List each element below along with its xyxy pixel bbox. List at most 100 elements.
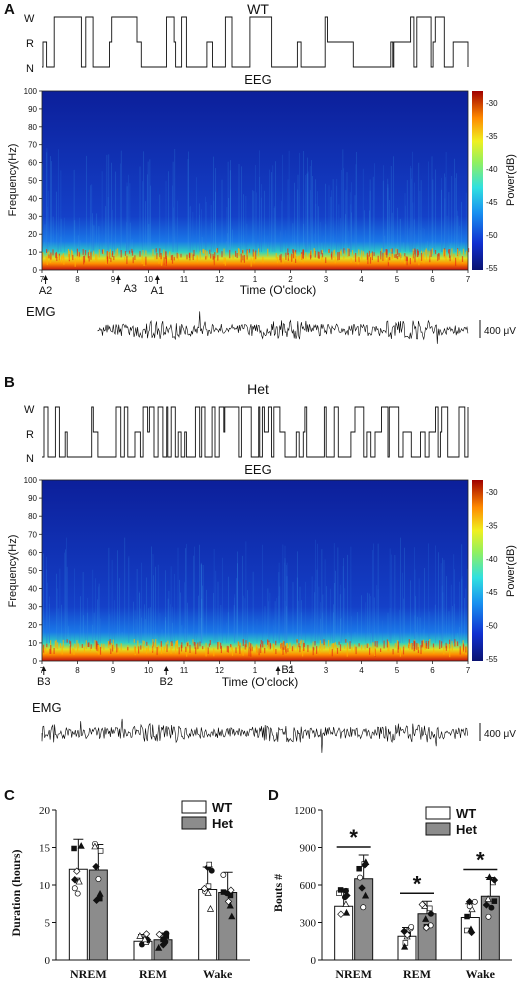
data-point bbox=[356, 865, 362, 872]
time-tick-label: 11 bbox=[180, 275, 189, 284]
data-point bbox=[403, 931, 412, 939]
time-tick-label: 7 bbox=[40, 275, 45, 284]
category-label: REM bbox=[139, 967, 167, 981]
legend-label-wt: WT bbox=[456, 806, 476, 821]
y-tick-label: 15 bbox=[39, 843, 51, 855]
x-axis-label-b: Time (O'clock) bbox=[222, 675, 299, 689]
marker-label: A1 bbox=[151, 285, 164, 297]
time-tick-label: 7 bbox=[466, 666, 471, 675]
time-tick-label: 1 bbox=[253, 666, 258, 675]
legend-label-het: Het bbox=[212, 816, 234, 831]
data-point bbox=[77, 842, 85, 849]
emg-trace-b bbox=[41, 718, 468, 753]
data-point bbox=[360, 904, 367, 911]
significance-marker: * bbox=[413, 871, 422, 896]
colorbar-tick-label: -50 bbox=[486, 231, 498, 240]
colorbar-ticks-a: -30 -35 -40 -45 -50 -55 bbox=[486, 99, 498, 273]
data-point bbox=[488, 904, 495, 911]
legend-label-het: Het bbox=[456, 822, 478, 837]
data-point bbox=[343, 891, 351, 900]
legend-label-wt: WT bbox=[212, 800, 232, 815]
state-label-nrem: N bbox=[26, 63, 34, 75]
legend-swatch-het bbox=[181, 816, 207, 830]
frequency-tick-label: 60 bbox=[28, 548, 37, 557]
data-point bbox=[206, 861, 212, 868]
data-point bbox=[204, 889, 212, 896]
time-tick-label: 4 bbox=[359, 666, 364, 675]
data-point bbox=[482, 901, 491, 909]
data-point bbox=[91, 842, 99, 850]
hypnogram-title-b: Het bbox=[247, 381, 269, 397]
frequency-tick-label: 80 bbox=[28, 512, 37, 521]
time-tick-label: 12 bbox=[215, 666, 224, 675]
panel-letter-d: D bbox=[268, 787, 279, 804]
time-tick-label: 5 bbox=[395, 666, 400, 675]
marker-label: A2 bbox=[39, 285, 52, 297]
colorbar-tick-label: -40 bbox=[486, 555, 498, 564]
data-point bbox=[465, 898, 474, 906]
hypnogram-b-state-labels: W R N bbox=[24, 404, 35, 465]
data-point bbox=[337, 910, 345, 918]
data-point bbox=[73, 867, 81, 875]
time-tick-label: 2 bbox=[288, 275, 293, 284]
colorbar-tick-label: -40 bbox=[486, 165, 498, 174]
category-label: Wake bbox=[466, 967, 496, 981]
colorbar-label-b: Power(dB) bbox=[505, 545, 517, 597]
data-point bbox=[142, 930, 151, 938]
data-point bbox=[342, 900, 350, 908]
y-tick-label: 0 bbox=[311, 955, 317, 967]
panel-c: C Duration (hours) 0 5 10 15 20 NREM REM Wake WT… bbox=[4, 787, 250, 981]
data-point bbox=[208, 867, 215, 874]
data-point bbox=[96, 889, 104, 897]
marker-arrow bbox=[41, 666, 47, 671]
data-point bbox=[422, 915, 430, 922]
frequency-tick-label: 90 bbox=[28, 494, 37, 503]
bar-het-nrem bbox=[88, 869, 108, 961]
frequency-tick-label: 60 bbox=[28, 159, 37, 168]
data-point bbox=[74, 890, 81, 897]
colorbar-tick-label: -30 bbox=[486, 488, 498, 497]
time-tick-label: 10 bbox=[144, 275, 153, 284]
data-point bbox=[92, 862, 100, 871]
data-point bbox=[71, 845, 77, 852]
frequency-tick-label: 0 bbox=[33, 657, 38, 666]
time-tick-label: 1 bbox=[253, 275, 258, 284]
data-point bbox=[97, 848, 104, 854]
category-label: NREM bbox=[335, 967, 372, 981]
data-point bbox=[427, 910, 434, 917]
time-tick-label: 10 bbox=[144, 666, 153, 675]
legend-swatch-wt bbox=[425, 806, 451, 820]
eeg-title-b: EEG bbox=[244, 462, 271, 477]
data-point bbox=[485, 873, 494, 881]
y-axis-label-c: Duration (hours) bbox=[9, 849, 23, 936]
y-tick-label: 1200 bbox=[294, 805, 317, 817]
data-point bbox=[155, 930, 164, 939]
panel-letter-a: A bbox=[4, 1, 15, 18]
time-markers-a: A2 A3 A1 bbox=[39, 275, 164, 297]
y-axis-label-a: Frequency(Hz) bbox=[7, 144, 19, 217]
data-point bbox=[408, 923, 415, 930]
marker-arrow bbox=[163, 666, 169, 671]
colorbar-tick-label: -50 bbox=[486, 622, 498, 631]
frequency-tick-label: 0 bbox=[33, 266, 38, 275]
significance-marker: * bbox=[476, 848, 485, 873]
time-tick-label: 11 bbox=[180, 666, 189, 675]
data-point bbox=[491, 898, 498, 904]
y-tick-label: 0 bbox=[45, 955, 51, 967]
frequency-tick-label: 30 bbox=[28, 603, 37, 612]
time-tick-label: 6 bbox=[430, 275, 435, 284]
emg-trace-a bbox=[97, 311, 469, 344]
panel-letter-c: C bbox=[4, 787, 15, 804]
time-tick-label: 7 bbox=[466, 275, 471, 284]
time-tick-label: 6 bbox=[430, 666, 435, 675]
y-tick-label: 900 bbox=[300, 843, 317, 855]
data-point bbox=[358, 884, 366, 892]
state-label-rem: R bbox=[26, 38, 34, 50]
data-point bbox=[337, 887, 344, 893]
marker-arrow bbox=[275, 666, 281, 671]
colorbar-tick-label: -45 bbox=[486, 588, 498, 597]
